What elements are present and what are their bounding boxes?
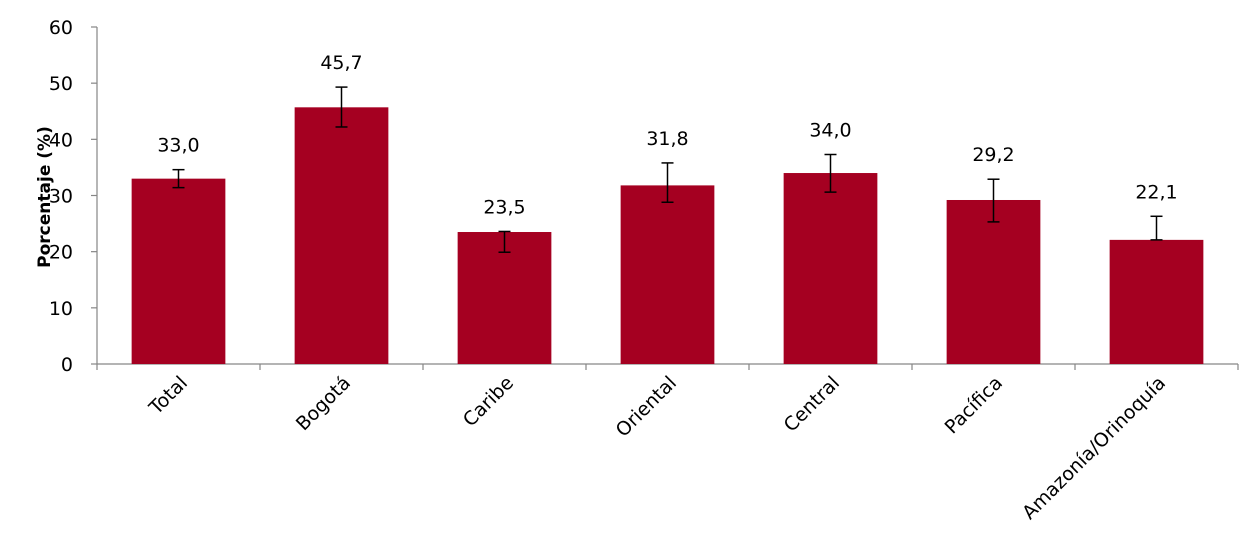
error-bars-group [172, 86, 1163, 253]
y-axis: 0 10 20 30 40 50 60 [49, 17, 98, 376]
y-tick-label: 10 [49, 298, 73, 320]
x-tick-label: Amazonía/Orinoquía [1018, 372, 1170, 524]
data-label: 22,1 [1135, 181, 1177, 203]
x-tick-label: Oriental [612, 372, 681, 441]
x-tick-label: Bogotá [292, 372, 355, 435]
x-tick-label: Pacífica [941, 372, 1007, 438]
bar [1109, 239, 1204, 364]
x-tick-label: Caribe [459, 372, 518, 431]
data-label: 34,0 [809, 119, 851, 141]
data-label: 33,0 [157, 135, 199, 157]
data-label: 23,5 [483, 196, 525, 218]
y-tick-label: 50 [49, 73, 73, 95]
y-tick-label: 60 [49, 17, 73, 39]
data-label: 45,7 [320, 52, 362, 74]
y-tick-label: 40 [49, 129, 73, 151]
bars-group [131, 107, 1204, 365]
data-label: 29,2 [972, 144, 1014, 166]
bar [946, 199, 1041, 364]
x-tick-label: Total [144, 372, 192, 420]
data-label: 31,8 [646, 128, 688, 150]
x-tick-label: Central [780, 372, 844, 436]
bar [457, 232, 552, 364]
value-labels-group: 33,0 45,7 23,5 31,8 34,0 29,2 22,1 [157, 52, 1177, 218]
y-tick-label: 20 [49, 242, 73, 264]
bar [783, 173, 878, 364]
bar [131, 178, 226, 364]
y-axis-label: Porcentaje (%) [35, 126, 55, 268]
bar [294, 107, 389, 365]
y-tick-label: 30 [49, 186, 73, 208]
y-tick-label: 0 [61, 354, 73, 376]
bar [620, 185, 715, 364]
category-labels-group: Total Bogotá Caribe Oriental Central Pacífica… [144, 372, 1170, 524]
x-axis [96, 363, 1239, 370]
